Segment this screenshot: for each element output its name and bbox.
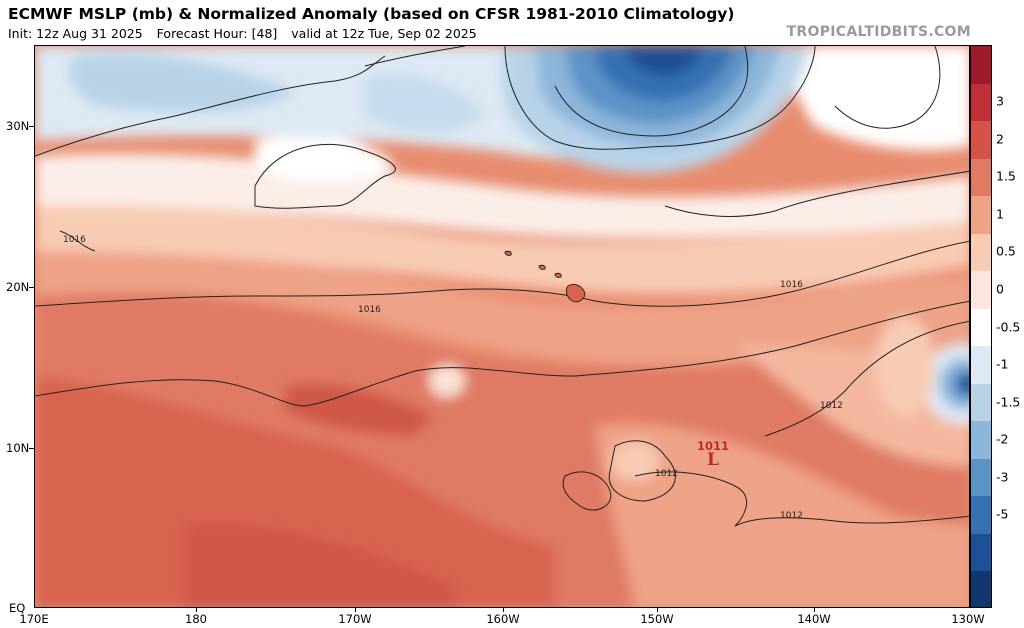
low-pressure-marker: 1011 L: [697, 439, 730, 470]
colorbar-label: -1: [996, 356, 1009, 372]
colorbar-cell: [971, 421, 991, 460]
lon-label-170e: 170E: [19, 612, 49, 626]
map-title: ECMWF MSLP (mb) & Normalized Anomaly (ba…: [8, 5, 735, 23]
colorbar-label: -0.5: [996, 319, 1021, 334]
contour-label-1012-a: 1012: [820, 401, 843, 411]
anomaly-map: 1016 1016 1016 1012 1012 1012: [34, 45, 970, 608]
lon-tick: [657, 608, 658, 612]
lat-label-30n: 30N: [6, 119, 30, 133]
lon-tick: [196, 608, 197, 612]
colorbar-cell: [971, 496, 991, 535]
colorbar-label: -5: [996, 506, 1009, 522]
brand-watermark: TROPICALTIDBITS.COM: [786, 24, 971, 40]
forecast-hour: Forecast Hour: [48]: [156, 26, 278, 41]
colorbar-cell: [971, 571, 991, 607]
contour-label-group: 1016 1016 1016 1012 1012 1012: [63, 235, 843, 521]
colorbar-cell: [971, 458, 991, 497]
anomaly-map-svg: 1016 1016 1016 1012 1012 1012: [35, 46, 969, 607]
isobar-north-5: [664, 170, 969, 217]
low-pressure-value: 1011: [697, 439, 730, 453]
isobar-contours: [35, 46, 969, 527]
isobar-1012-east: [764, 320, 969, 437]
contour-label-1016-a: 1016: [63, 235, 86, 245]
isobar-1012-main: [35, 300, 969, 407]
lon-label-130w: 130W: [951, 612, 985, 626]
map-subtitle: Init: 12z Aug 31 2025 Forecast Hour: [48…: [8, 26, 487, 41]
contour-label-1016-b: 1016: [358, 305, 381, 315]
isobar-closed-3: [562, 471, 612, 511]
lon-label-170w: 170W: [338, 612, 372, 626]
valid-time: valid at 12z Tue, Sep 02 2025: [291, 26, 477, 41]
lon-tick: [814, 608, 815, 612]
colorbar-cell: [971, 233, 991, 272]
lat-label-eq: EQ: [9, 601, 26, 615]
colorbar-label: 1: [996, 206, 1004, 222]
lat-tick: [29, 448, 34, 449]
colorbar-label: 1.5: [996, 168, 1016, 184]
isobar-1012-south: [634, 471, 969, 527]
isobar-low-inner: [554, 46, 749, 137]
init-time: Init: 12z Aug 31 2025: [8, 26, 143, 41]
isobar-north-2: [364, 46, 466, 67]
anomaly-colorbar: [970, 45, 992, 608]
lon-label-150w: 150W: [640, 612, 674, 626]
colorbar-cell: [971, 46, 991, 85]
isobar-closed-1: [254, 144, 396, 209]
lat-label-10n: 10N: [6, 441, 30, 455]
anomaly-shading: [35, 46, 969, 607]
lon-tick: [355, 608, 356, 612]
colorbar-cell: [971, 308, 991, 347]
isobar-1016-west: [59, 230, 96, 252]
low-pressure-symbol: L: [707, 450, 719, 470]
lat-tick: [29, 287, 34, 288]
colorbar-label: -3: [996, 469, 1009, 485]
isobar-closed-2: [608, 440, 676, 502]
colorbar-cell: [971, 346, 991, 385]
lon-tick: [503, 608, 504, 612]
colorbar-cell: [971, 533, 991, 572]
colorbar-cell: [971, 158, 991, 197]
isobar-north-4: [674, 46, 816, 147]
colorbar-cell: [971, 196, 991, 235]
kauai: [504, 250, 512, 256]
colorbar-label: 0: [996, 281, 1004, 297]
colorbar-cell: [971, 383, 991, 422]
isobar-north-3: [504, 46, 676, 150]
lon-label-160w: 160W: [486, 612, 520, 626]
isobar-north-1: [35, 55, 386, 157]
colorbar-label: -2: [996, 431, 1009, 447]
lon-label-140w: 140W: [797, 612, 831, 626]
lat-label-20n: 20N: [6, 280, 30, 294]
contour-label-1012-b: 1012: [655, 469, 678, 479]
hawaiian-islands: [504, 250, 586, 303]
colorbar-cell: [971, 121, 991, 160]
big-island: [565, 284, 586, 303]
contour-label-1016-c: 1016: [780, 280, 803, 290]
colorbar-label: 2: [996, 131, 1004, 147]
isobar-1016-main: [35, 240, 969, 307]
colorbar-cell: [971, 271, 991, 310]
colorbar-label: 0.5: [996, 243, 1016, 259]
oahu: [538, 264, 546, 270]
contour-label-1012-c: 1012: [780, 511, 803, 521]
lon-label-180: 180: [185, 612, 207, 626]
colorbar-label: -1.5: [996, 394, 1021, 410]
colorbar-label: 3: [996, 93, 1004, 109]
isobar-ne: [834, 46, 941, 129]
colorbar-cell: [971, 83, 991, 122]
maui: [554, 272, 562, 278]
lat-tick: [29, 126, 34, 127]
